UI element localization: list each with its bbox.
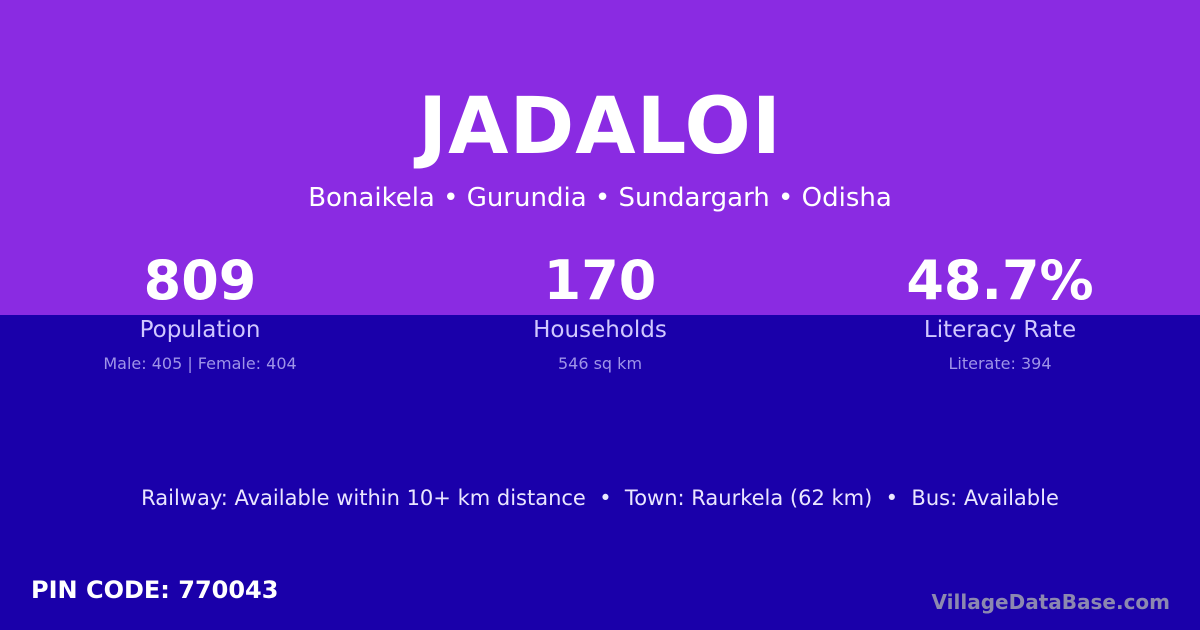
stat-label: Population	[139, 317, 261, 343]
stat-label: Literacy Rate	[923, 317, 1077, 343]
stat-sub: Male: 405 | Female: 404	[103, 354, 297, 373]
stat-label: Households	[533, 317, 667, 343]
location-breadcrumb: Bonaikela • Gurundia • Sundargarh • Odis…	[308, 183, 892, 213]
stat-value: 170	[543, 249, 657, 312]
stat-population: 809 Population Male: 405 | Female: 404	[0, 248, 400, 373]
stat-sub: 546 sq km	[557, 354, 643, 373]
brand-watermark: VillageDataBase.com	[931, 590, 1170, 614]
stat-sub: Literate: 394	[948, 354, 1052, 373]
stat-households: 170 Households 546 sq km	[400, 248, 800, 373]
header-band	[0, 0, 1200, 315]
transport-info: Railway: Available within 10+ km distanc…	[141, 486, 1059, 510]
village-title: JADALOI	[418, 82, 782, 172]
pin-code: PIN CODE: 770043	[31, 576, 279, 604]
stat-literacy: 48.7% Literacy Rate Literate: 394	[800, 248, 1200, 373]
stat-value: 48.7%	[906, 249, 1094, 312]
stat-value: 809	[143, 249, 257, 312]
